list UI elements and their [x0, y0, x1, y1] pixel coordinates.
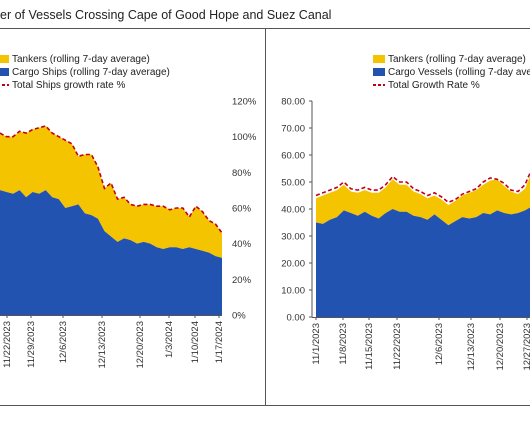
left-legend-label-1: Cargo Ships (rolling 7-day average): [12, 67, 170, 78]
right-x-tick-label: 11/15/2023: [364, 323, 375, 370]
right-x-tick-label: 12/20/2023: [495, 323, 506, 371]
right-y-tick-label: 70.00: [281, 124, 305, 135]
right-cargo-area: [316, 207, 530, 317]
left-y2-tick-label: 0%: [232, 311, 246, 322]
right-x-tick-label: 11/8/2023: [338, 323, 349, 365]
right-legend-label-0: Tankers (rolling 7-day average): [388, 54, 526, 65]
right-x-tick-label: 12/13/2023: [466, 323, 477, 371]
right-tankers-area: [316, 176, 530, 226]
right-x-tick-label: 12/6/2023: [434, 323, 445, 365]
right-x-tick-label: 11/1/2023: [311, 323, 322, 365]
left-y2-tick-label: 120%: [232, 97, 257, 108]
left-x-tick-label: 1/17/2024: [214, 321, 225, 363]
right-y-tick-label: 60.00: [281, 151, 305, 162]
left-x-tick-label: 11/22/2023: [2, 321, 13, 368]
right-y-tick-label: 80.00: [281, 97, 305, 108]
right-legend-swatch-1: [373, 68, 385, 76]
left-y2-tick-label: 40%: [232, 239, 252, 250]
left-x-tick-label: 12/13/2023: [97, 321, 108, 369]
right-x-tick-label: 11/22/2023: [392, 323, 403, 370]
left-tankers-area: [0, 125, 222, 258]
right-legend-label-1: Cargo Vessels (rolling 7-day average): [388, 67, 530, 78]
left-y2-tick-label: 80%: [232, 168, 252, 179]
left-legend-label-2: Total Ships growth rate %: [12, 80, 125, 91]
chart-title: er of Vessels Crossing Cape of Good Hope…: [0, 8, 332, 22]
right-legend-swatch-0: [373, 55, 385, 63]
right-growth-line: [315, 171, 530, 204]
right-y-tick-label: 50.00: [281, 178, 305, 189]
left-x-tick-label: 1/3/2024: [164, 321, 175, 358]
left-cargo-area: [0, 190, 222, 315]
left-legend-swatch-0: [0, 55, 9, 63]
left-x-tick-label: 12/6/2023: [58, 321, 69, 363]
right-y-tick-label: 30.00: [281, 232, 305, 243]
right-y-tick-label: 40.00: [281, 205, 305, 216]
left-legend-swatch-1: [0, 68, 9, 76]
left-growth-line: [0, 125, 223, 234]
right-x-tick-label: 12/27/2023: [522, 323, 530, 371]
left-y2-tick-label: 100%: [232, 132, 257, 143]
left-x-tick-label: 1/10/2024: [190, 321, 201, 363]
left-y2-tick-label: 20%: [232, 275, 252, 286]
left-legend-label-0: Tankers (rolling 7-day average): [12, 54, 150, 65]
right-y-tick-label: 20.00: [281, 259, 305, 270]
right-y-tick-label: 0.00: [287, 313, 306, 324]
right-legend-label-2: Total Growth Rate %: [388, 80, 480, 91]
left-x-tick-label: 11/29/2023: [26, 321, 37, 368]
panel-divider: [265, 28, 266, 406]
left-y2-tick-label: 60%: [232, 204, 252, 215]
left-x-tick-label: 12/20/2023: [135, 321, 146, 369]
right-y-tick-label: 10.00: [281, 286, 305, 297]
